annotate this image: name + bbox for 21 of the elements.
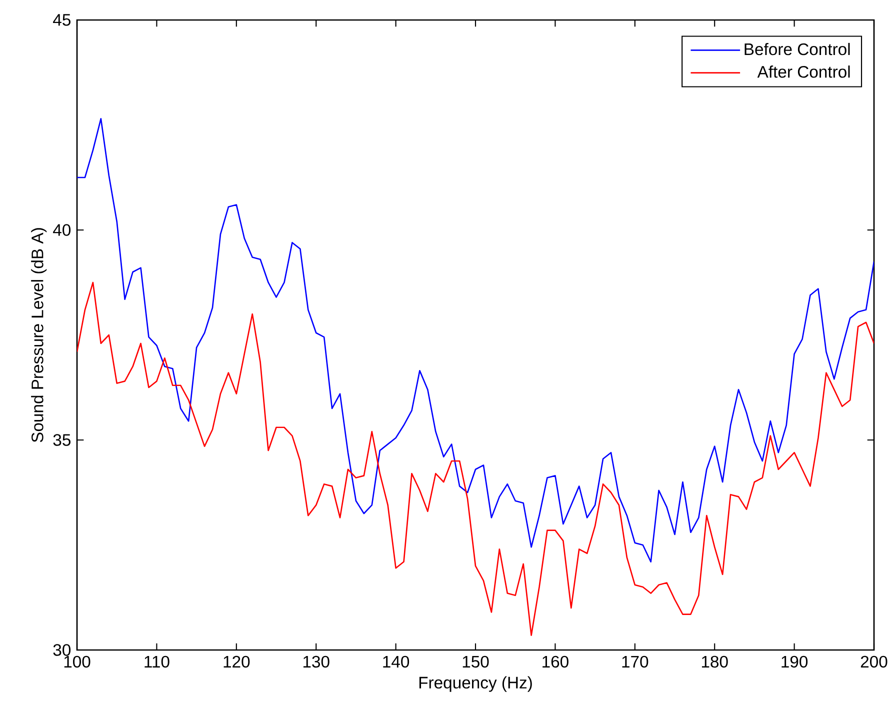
x-axis-title: Frequency (Hz) bbox=[419, 676, 532, 692]
x-tick-label: 190 bbox=[782, 656, 808, 668]
line-series bbox=[77, 282, 874, 636]
x-tick-label: 150 bbox=[462, 656, 489, 668]
y-tick-label: 30 bbox=[53, 644, 71, 656]
y-tick-label: 45 bbox=[53, 14, 70, 26]
x-tick-label: 200 bbox=[860, 656, 888, 668]
x-tick-label: 110 bbox=[144, 656, 170, 668]
legend-label: Before Control bbox=[744, 42, 850, 56]
x-tick-label: 170 bbox=[622, 656, 648, 668]
y-tick-label: 40 bbox=[53, 224, 71, 236]
x-tick-label: 140 bbox=[383, 656, 410, 668]
legend-label: After Control bbox=[757, 66, 850, 78]
x-tick-label: 120 bbox=[224, 656, 250, 668]
x-tick-label: 130 bbox=[303, 656, 330, 668]
x-tick-label: 180 bbox=[702, 656, 728, 668]
y-tick-label: 35 bbox=[53, 434, 70, 446]
y-axis-title: Sound Pressure Level (dB A) bbox=[31, 228, 47, 442]
x-tick-label: 100 bbox=[64, 656, 90, 668]
line-series bbox=[77, 118, 874, 562]
x-tick-label: 160 bbox=[542, 656, 568, 668]
